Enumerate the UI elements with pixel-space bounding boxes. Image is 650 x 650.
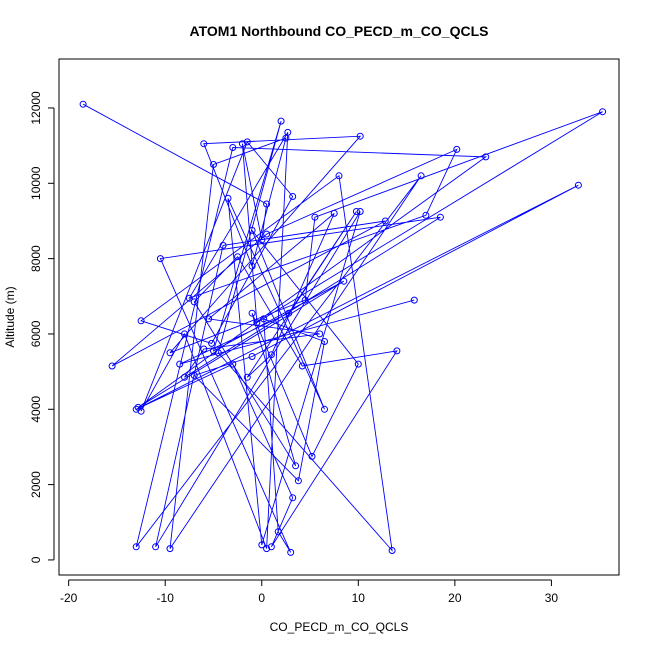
data-point xyxy=(340,277,348,285)
data-point xyxy=(258,541,266,549)
data-point xyxy=(79,100,87,108)
data-point xyxy=(190,298,198,306)
data-point xyxy=(482,153,490,161)
y-tick-label: 12000 xyxy=(29,91,43,125)
data-point xyxy=(308,452,316,460)
data-point xyxy=(205,315,213,323)
y-tick-label: 8000 xyxy=(29,245,43,272)
data-point xyxy=(263,200,271,208)
data-point xyxy=(248,262,256,270)
data-point xyxy=(335,172,343,180)
data-point xyxy=(260,315,268,323)
data-point xyxy=(248,226,256,234)
y-axis: 0 2000 4000 6000 8000 10000 12000 xyxy=(29,91,55,563)
data-point xyxy=(248,353,256,360)
data-point xyxy=(200,140,208,148)
data-point xyxy=(422,211,430,219)
data-point xyxy=(284,128,292,136)
data-point xyxy=(181,373,188,381)
y-tick-label: 4000 xyxy=(29,396,43,423)
data-point xyxy=(330,209,338,217)
data-point xyxy=(234,253,242,261)
data-point xyxy=(210,161,217,168)
data-point xyxy=(181,330,188,338)
data-point xyxy=(388,547,396,554)
data-point xyxy=(253,319,261,327)
data-point xyxy=(267,543,275,551)
data-point xyxy=(137,317,145,325)
data-point xyxy=(277,117,285,125)
x-tick-label: 0 xyxy=(258,591,265,605)
data-point xyxy=(229,144,237,151)
data-point xyxy=(229,360,237,368)
data-point xyxy=(166,349,174,357)
data-point xyxy=(258,236,266,244)
x-tick-label: -20 xyxy=(60,591,78,605)
data-point xyxy=(156,255,164,263)
data-point xyxy=(417,172,425,180)
data-point xyxy=(243,373,251,381)
y-tick-label: 0 xyxy=(29,556,43,563)
data-point xyxy=(267,351,275,359)
data-point xyxy=(289,193,297,200)
data-point xyxy=(190,371,198,379)
data-point xyxy=(285,309,293,317)
data-point xyxy=(248,309,256,317)
data-point xyxy=(393,347,401,355)
x-tick-label: 20 xyxy=(448,591,462,605)
data-point xyxy=(301,296,309,304)
data-point xyxy=(298,362,306,370)
data-point xyxy=(410,296,418,304)
data-point xyxy=(263,230,271,238)
data-point xyxy=(152,543,160,551)
chart-title: ATOM1 Northbound CO_PECD_m_CO_QCLS xyxy=(190,23,489,39)
data-point xyxy=(132,405,140,413)
data-point xyxy=(210,347,217,355)
data-point xyxy=(453,145,461,153)
data-point xyxy=(185,294,193,302)
data-point xyxy=(316,330,324,338)
data-point xyxy=(294,477,302,485)
data-point xyxy=(354,360,362,368)
data-point xyxy=(108,362,116,370)
data-point xyxy=(238,140,246,148)
data-layer xyxy=(79,100,607,556)
data-point xyxy=(292,462,300,470)
data-point xyxy=(356,208,364,215)
data-point xyxy=(132,543,140,551)
data-point xyxy=(224,194,232,202)
plot-frame xyxy=(58,58,620,576)
y-axis-label: Altitude (m) xyxy=(3,286,17,347)
y-tick-label: 2000 xyxy=(29,471,43,498)
data-point xyxy=(200,345,208,353)
y-tick-label: 10000 xyxy=(29,166,43,200)
data-point xyxy=(289,494,297,502)
data-point xyxy=(356,132,364,140)
data-point xyxy=(274,528,282,536)
data-point xyxy=(263,545,271,553)
data-point xyxy=(436,213,444,221)
data-point xyxy=(321,405,328,413)
x-tick-label: -10 xyxy=(157,591,175,605)
data-point xyxy=(381,217,389,225)
data-point xyxy=(287,548,295,556)
y-tick-label: 6000 xyxy=(29,320,43,347)
data-point xyxy=(321,338,328,345)
x-axis-label: CO_PECD_m_CO_QCLS xyxy=(270,620,409,634)
data-point xyxy=(352,208,360,215)
data-point xyxy=(214,349,222,357)
x-tick-label: 30 xyxy=(545,591,559,605)
data-point xyxy=(166,545,174,553)
series-line-0 xyxy=(82,103,603,553)
data-point xyxy=(599,108,607,116)
data-point xyxy=(219,241,227,249)
x-axis: -20 -10 0 10 20 30 xyxy=(60,579,559,605)
x-tick-label: 10 xyxy=(352,591,366,605)
data-point xyxy=(208,339,216,347)
data-point xyxy=(176,360,184,368)
data-point xyxy=(574,181,582,189)
data-point xyxy=(243,138,251,146)
data-point xyxy=(311,213,319,221)
